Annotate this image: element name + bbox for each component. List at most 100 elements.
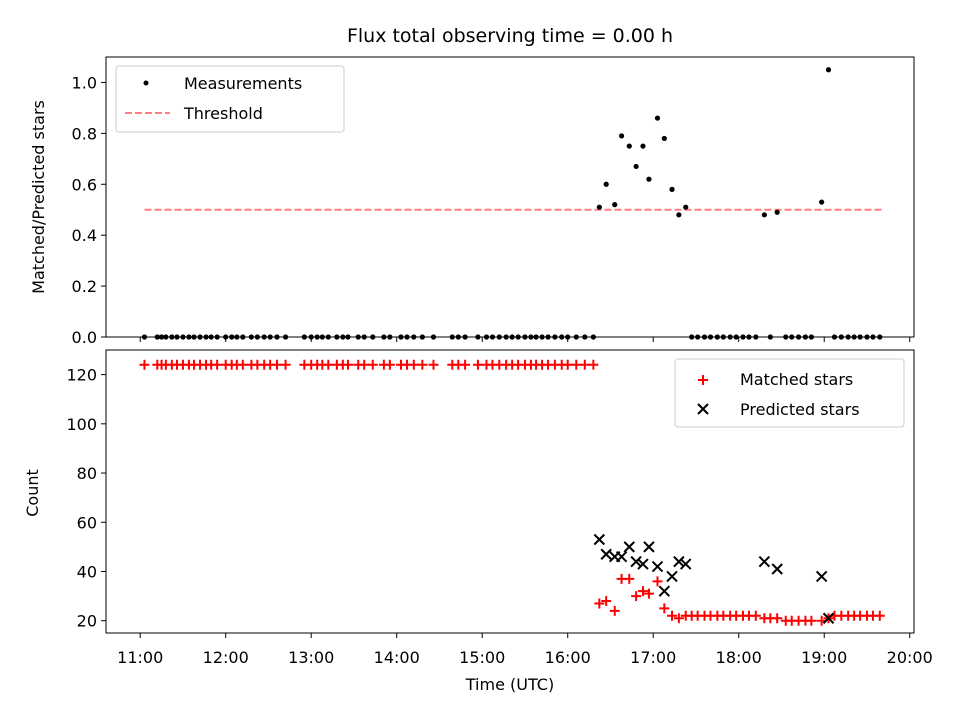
x-tick-label: 16:00 xyxy=(545,648,591,667)
matched-star-point xyxy=(806,615,817,626)
measurement-point xyxy=(596,204,602,210)
predicted-star-point xyxy=(822,612,835,624)
matched-star-point xyxy=(237,359,248,370)
measurement-point xyxy=(661,135,667,142)
matched-star-point xyxy=(624,573,635,584)
predicted-star-point xyxy=(680,558,692,570)
bottom-y-tick-label: 20 xyxy=(77,612,97,631)
top-legend-box xyxy=(115,65,345,133)
matched-star-point xyxy=(359,359,370,370)
legend-matched-label: Matched stars xyxy=(740,370,853,389)
bottom-legend-box xyxy=(674,358,905,428)
predicted-star-point xyxy=(758,555,771,568)
bottom-plot-area xyxy=(139,359,885,626)
x-tick-label: 15:00 xyxy=(459,648,505,667)
measurement-point xyxy=(603,181,609,187)
matched-star-point xyxy=(384,359,395,370)
matched-star-point xyxy=(212,359,223,370)
measurement-point xyxy=(646,176,652,182)
measurement-point xyxy=(654,115,661,121)
matched-star-point xyxy=(280,359,291,370)
top-y-tick-label: 1.0 xyxy=(72,73,97,92)
matched-star-point xyxy=(673,613,684,624)
top-y-axis-label: Matched/Predicted stars xyxy=(29,100,48,294)
measurement-point xyxy=(633,163,639,170)
predicted-star-point xyxy=(630,555,642,568)
x-tick-label: 11:00 xyxy=(117,648,163,667)
measurement-point xyxy=(683,204,689,210)
top-y-tick-label: 0.2 xyxy=(72,277,97,296)
predicted-star-point xyxy=(673,555,685,568)
predicted-star-point xyxy=(637,558,649,570)
matched-star-point xyxy=(594,598,605,609)
matched-star-point xyxy=(342,359,353,370)
matched-star-point xyxy=(667,610,678,621)
legend-measurements-label: Measurements xyxy=(184,74,302,93)
x-tick-label: 18:00 xyxy=(716,648,762,667)
matched-star-point xyxy=(272,359,283,370)
x-tick-label: 13:00 xyxy=(288,648,334,667)
bottom-y-tick-label: 100 xyxy=(66,415,97,434)
bottom-y-axis-label: Count xyxy=(23,469,42,517)
x-tick-label: 19:00 xyxy=(801,648,847,667)
bottom-axes-frame xyxy=(105,349,915,634)
x-axis-label: Time (UTC) xyxy=(465,675,554,694)
x-tick-label: 12:00 xyxy=(203,648,249,667)
predicted-star-point xyxy=(651,560,664,573)
matched-star-point xyxy=(472,359,483,370)
matched-star-point xyxy=(367,359,378,370)
legend-threshold-label: Threshold xyxy=(183,104,263,123)
matched-star-point xyxy=(643,588,654,599)
matched-star-point xyxy=(323,359,334,370)
top-y-tick-label: 0.4 xyxy=(72,226,97,245)
legend-predicted-marker xyxy=(697,403,709,415)
matched-star-point xyxy=(750,610,761,621)
bottom-y-tick-label: 60 xyxy=(77,513,97,532)
matched-star-point xyxy=(659,603,670,614)
x-tick-label: 17:00 xyxy=(630,648,676,667)
matched-star-point xyxy=(579,359,590,370)
predicted-star-point xyxy=(658,585,671,597)
matched-star-point xyxy=(460,359,471,370)
matched-star-point xyxy=(609,605,620,616)
legend-matched-marker xyxy=(698,375,708,385)
matched-star-point xyxy=(562,359,573,370)
bottom-y-axis: 20 40 60 80 100 120 xyxy=(66,366,106,631)
measurement-point xyxy=(612,202,618,208)
matched-star-point xyxy=(571,359,582,370)
top-y-axis: 0.0 0.2 0.4 0.6 0.8 1.0 xyxy=(72,73,106,347)
bottom-y-tick-label: 40 xyxy=(77,562,97,581)
bottom-y-tick-label: 120 xyxy=(66,366,97,385)
predicted-star-point xyxy=(666,570,678,583)
bottom-legend: Matched stars Predicted stars xyxy=(674,358,905,428)
top-x-ticks xyxy=(139,337,911,342)
predicted-star-point xyxy=(815,570,828,583)
measurement-point xyxy=(626,143,632,149)
chart-title: Flux total observing time = 0.00 h xyxy=(347,25,673,47)
predicted-star-point xyxy=(771,563,783,575)
legend-measurements-marker xyxy=(143,80,149,86)
matched-star-point xyxy=(631,591,642,602)
top-y-tick-label: 0.0 xyxy=(72,328,97,347)
matched-star-point xyxy=(588,359,599,370)
measurement-point xyxy=(761,212,767,218)
x-tick-label: 14:00 xyxy=(374,648,420,667)
measurement-point xyxy=(669,186,675,192)
top-y-tick-label: 0.8 xyxy=(72,124,97,143)
matched-star-point xyxy=(408,359,419,370)
matched-star-point xyxy=(772,613,783,624)
measurement-point xyxy=(819,199,825,205)
measurement-point xyxy=(618,133,625,139)
predicted-star-point xyxy=(615,551,628,563)
measurement-point xyxy=(774,209,780,215)
legend-predicted-label: Predicted stars xyxy=(740,400,860,419)
matched-star-point xyxy=(601,596,612,607)
matched-star-point xyxy=(652,576,663,587)
matched-star-point xyxy=(637,586,648,597)
matched-star-point xyxy=(417,359,428,370)
predicted-star-point xyxy=(623,541,635,553)
matched-star-point xyxy=(428,359,439,370)
measurement-point xyxy=(676,212,682,218)
measurement-point xyxy=(640,143,646,149)
